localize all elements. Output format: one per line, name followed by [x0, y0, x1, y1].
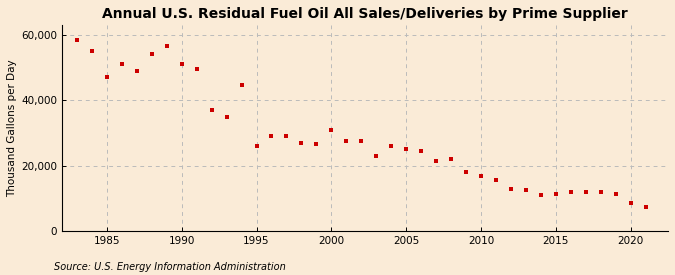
Point	[491, 178, 502, 183]
Point	[625, 201, 636, 205]
Point	[431, 159, 441, 163]
Point	[446, 157, 456, 161]
Point	[416, 149, 427, 153]
Point	[236, 83, 247, 88]
Point	[161, 44, 172, 48]
Point	[191, 67, 202, 71]
Point	[476, 173, 487, 178]
Point	[326, 128, 337, 132]
Point	[371, 154, 381, 158]
Point	[266, 134, 277, 138]
Point	[640, 204, 651, 209]
Point	[116, 62, 127, 66]
Point	[86, 49, 97, 53]
Point	[251, 144, 262, 148]
Point	[386, 144, 397, 148]
Point	[132, 68, 142, 73]
Point	[566, 190, 576, 194]
Point	[460, 170, 471, 174]
Point	[610, 191, 621, 196]
Point	[207, 108, 217, 112]
Point	[506, 186, 516, 191]
Point	[401, 147, 412, 152]
Point	[550, 191, 561, 196]
Point	[356, 139, 367, 143]
Point	[176, 62, 187, 66]
Point	[520, 188, 531, 192]
Point	[580, 190, 591, 194]
Point	[311, 142, 322, 147]
Point	[101, 75, 112, 79]
Point	[341, 139, 352, 143]
Point	[296, 141, 307, 145]
Point	[535, 193, 546, 197]
Point	[146, 52, 157, 57]
Y-axis label: Thousand Gallons per Day: Thousand Gallons per Day	[7, 59, 17, 197]
Point	[221, 114, 232, 119]
Point	[595, 190, 606, 194]
Point	[72, 37, 82, 42]
Text: Source: U.S. Energy Information Administration: Source: U.S. Energy Information Administ…	[54, 262, 286, 272]
Point	[281, 134, 292, 138]
Title: Annual U.S. Residual Fuel Oil All Sales/Deliveries by Prime Supplier: Annual U.S. Residual Fuel Oil All Sales/…	[102, 7, 628, 21]
